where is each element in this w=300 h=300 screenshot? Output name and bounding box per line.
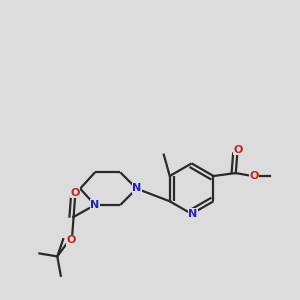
- Text: O: O: [250, 171, 259, 181]
- Text: O: O: [233, 145, 243, 155]
- Text: N: N: [188, 209, 197, 219]
- Text: N: N: [132, 183, 142, 193]
- Text: N: N: [90, 200, 100, 210]
- Text: O: O: [70, 188, 80, 198]
- Text: O: O: [67, 235, 76, 245]
